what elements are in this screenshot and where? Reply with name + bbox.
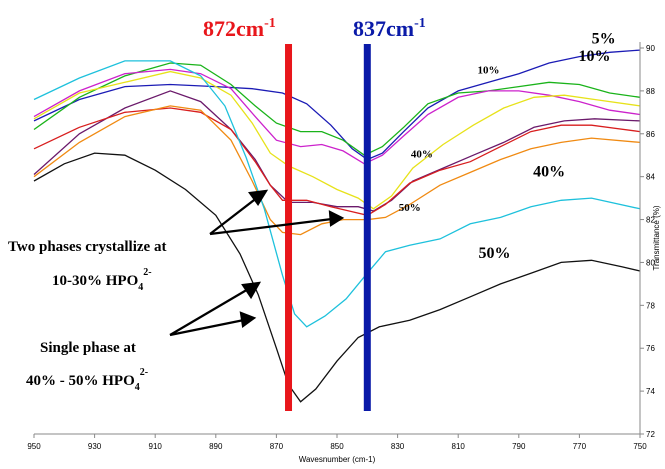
annotation-single-phase-line1: Single phase at	[40, 340, 136, 356]
y-tick-label: 82	[646, 216, 655, 225]
arrow-head-single-phase-b	[239, 311, 257, 328]
series-line-4	[33, 70, 641, 210]
y-axis-title: Transmittance (%)	[652, 205, 661, 270]
series-line-2	[33, 62, 641, 156]
series-line-8	[33, 60, 641, 328]
arrow-head-two-phases-b	[328, 210, 345, 227]
arrow-single-phase-a	[169, 287, 251, 336]
series-pct-label: 50%	[479, 245, 511, 262]
peak-marker-bar-1	[285, 44, 293, 411]
series-pct-label: 10%	[478, 65, 500, 77]
y-tick-label: 90	[646, 44, 655, 53]
y-tick-label: 84	[646, 173, 655, 182]
annotation-arrows	[169, 189, 345, 337]
arrow-two-phases-b	[209, 217, 333, 236]
annotation-two-phases-line2: 10-30% HPO42-	[52, 267, 152, 293]
peak-label-837: 837cm-1	[353, 16, 426, 41]
arrow-head-two-phases-a	[248, 189, 269, 206]
peak-labels: 872cm-1 837cm-1	[203, 16, 426, 41]
x-tick-label: 850	[330, 442, 344, 451]
y-tick-label: 88	[646, 87, 655, 96]
arrow-two-phases-a	[209, 196, 259, 235]
series-line-3	[33, 68, 641, 165]
x-tick-label: 950	[27, 442, 41, 451]
x-tick-label: 770	[573, 442, 587, 451]
series-line-1	[33, 49, 641, 161]
x-tick-label: 890	[209, 442, 223, 451]
series-pct-label: 40%	[533, 164, 565, 181]
arrow-head-single-phase-a	[241, 281, 262, 300]
x-tick-label: 910	[149, 442, 163, 451]
series-pct-label: 10%	[579, 48, 611, 65]
series-pct-label: 5%	[592, 31, 616, 48]
y-tick-label: 76	[646, 344, 655, 353]
peak-marker-bar-2	[363, 44, 371, 411]
peak-label-872: 872cm-1	[203, 16, 276, 41]
series-label-layer: 5%10%10%40%40%50%50%	[399, 31, 616, 262]
x-tick-label: 870	[270, 442, 284, 451]
y-tick-label: 78	[646, 301, 655, 310]
series-layer	[33, 49, 641, 403]
annotation-two-phases-line1: Two phases crystallize at	[8, 239, 166, 255]
axis-layer: 950 930 910 890 870 850 830 810 790 770 750 72 74 76 7…	[27, 42, 655, 451]
x-tick-label: 750	[633, 442, 647, 451]
annotation-single-phase-line2: 40% - 50% HPO42-	[26, 367, 148, 393]
y-tick-label: 86	[646, 130, 655, 139]
annotations: Two phases crystallize at 10-30% HPO42- …	[8, 189, 345, 393]
peak-marker-layer	[285, 44, 371, 411]
x-tick-label: 930	[88, 442, 102, 451]
x-axis-title: Wavesnumber (cm-1)	[299, 455, 376, 464]
y-tick-label: 72	[646, 430, 655, 439]
x-tick-label: 830	[391, 442, 405, 451]
series-pct-label: 40%	[411, 148, 433, 160]
series-line-5	[33, 90, 641, 212]
x-tick-label: 790	[512, 442, 526, 451]
x-tick-label: 810	[452, 442, 466, 451]
y-tick-label: 74	[646, 387, 655, 396]
y-tick-label: 80	[646, 258, 655, 267]
series-pct-label: 50%	[399, 202, 421, 214]
series-line-9	[33, 152, 641, 403]
arrow-single-phase-b	[169, 318, 245, 337]
series-line-6	[33, 107, 641, 216]
